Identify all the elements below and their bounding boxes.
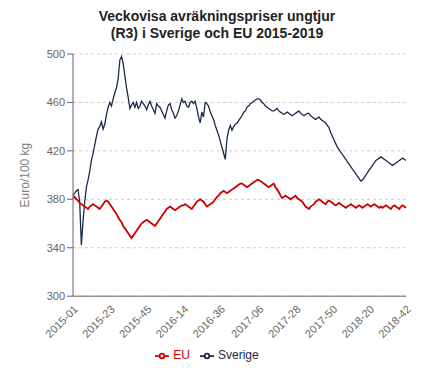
html-text:Sverige: Sverige bbox=[218, 348, 259, 363]
svg-text:2016-14: 2016-14 bbox=[153, 303, 190, 340]
svg-text:300: 300 bbox=[47, 290, 65, 302]
svg-text:2017-28: 2017-28 bbox=[266, 303, 303, 340]
html-text:EU: EU bbox=[173, 348, 190, 363]
svg-text:2017-50: 2017-50 bbox=[302, 303, 339, 340]
svg-text:500: 500 bbox=[47, 48, 65, 60]
html-text:(R3) i Sverige och EU 2015-201: (R3) i Sverige och EU 2015-2019 bbox=[110, 25, 324, 41]
svg-text:Euro/100 kg: Euro/100 kg bbox=[18, 143, 32, 208]
svg-text:2016-36: 2016-36 bbox=[190, 303, 227, 340]
html-text:Veckovisa avräkningspriser ung: Veckovisa avräkningspriser ungtjur bbox=[98, 8, 336, 24]
svg-text:2017-06: 2017-06 bbox=[229, 303, 266, 340]
svg-text:2015-45: 2015-45 bbox=[117, 303, 154, 340]
svg-text:340: 340 bbox=[47, 242, 65, 254]
svg-text:2018-42: 2018-42 bbox=[376, 303, 413, 340]
svg-text:420: 420 bbox=[47, 145, 65, 157]
svg-text:2018-20: 2018-20 bbox=[339, 303, 376, 340]
svg-text:460: 460 bbox=[47, 96, 65, 108]
svg-text:2015-01: 2015-01 bbox=[43, 303, 80, 340]
svg-text:2015-23: 2015-23 bbox=[80, 303, 117, 340]
svg-text:380: 380 bbox=[47, 193, 65, 205]
